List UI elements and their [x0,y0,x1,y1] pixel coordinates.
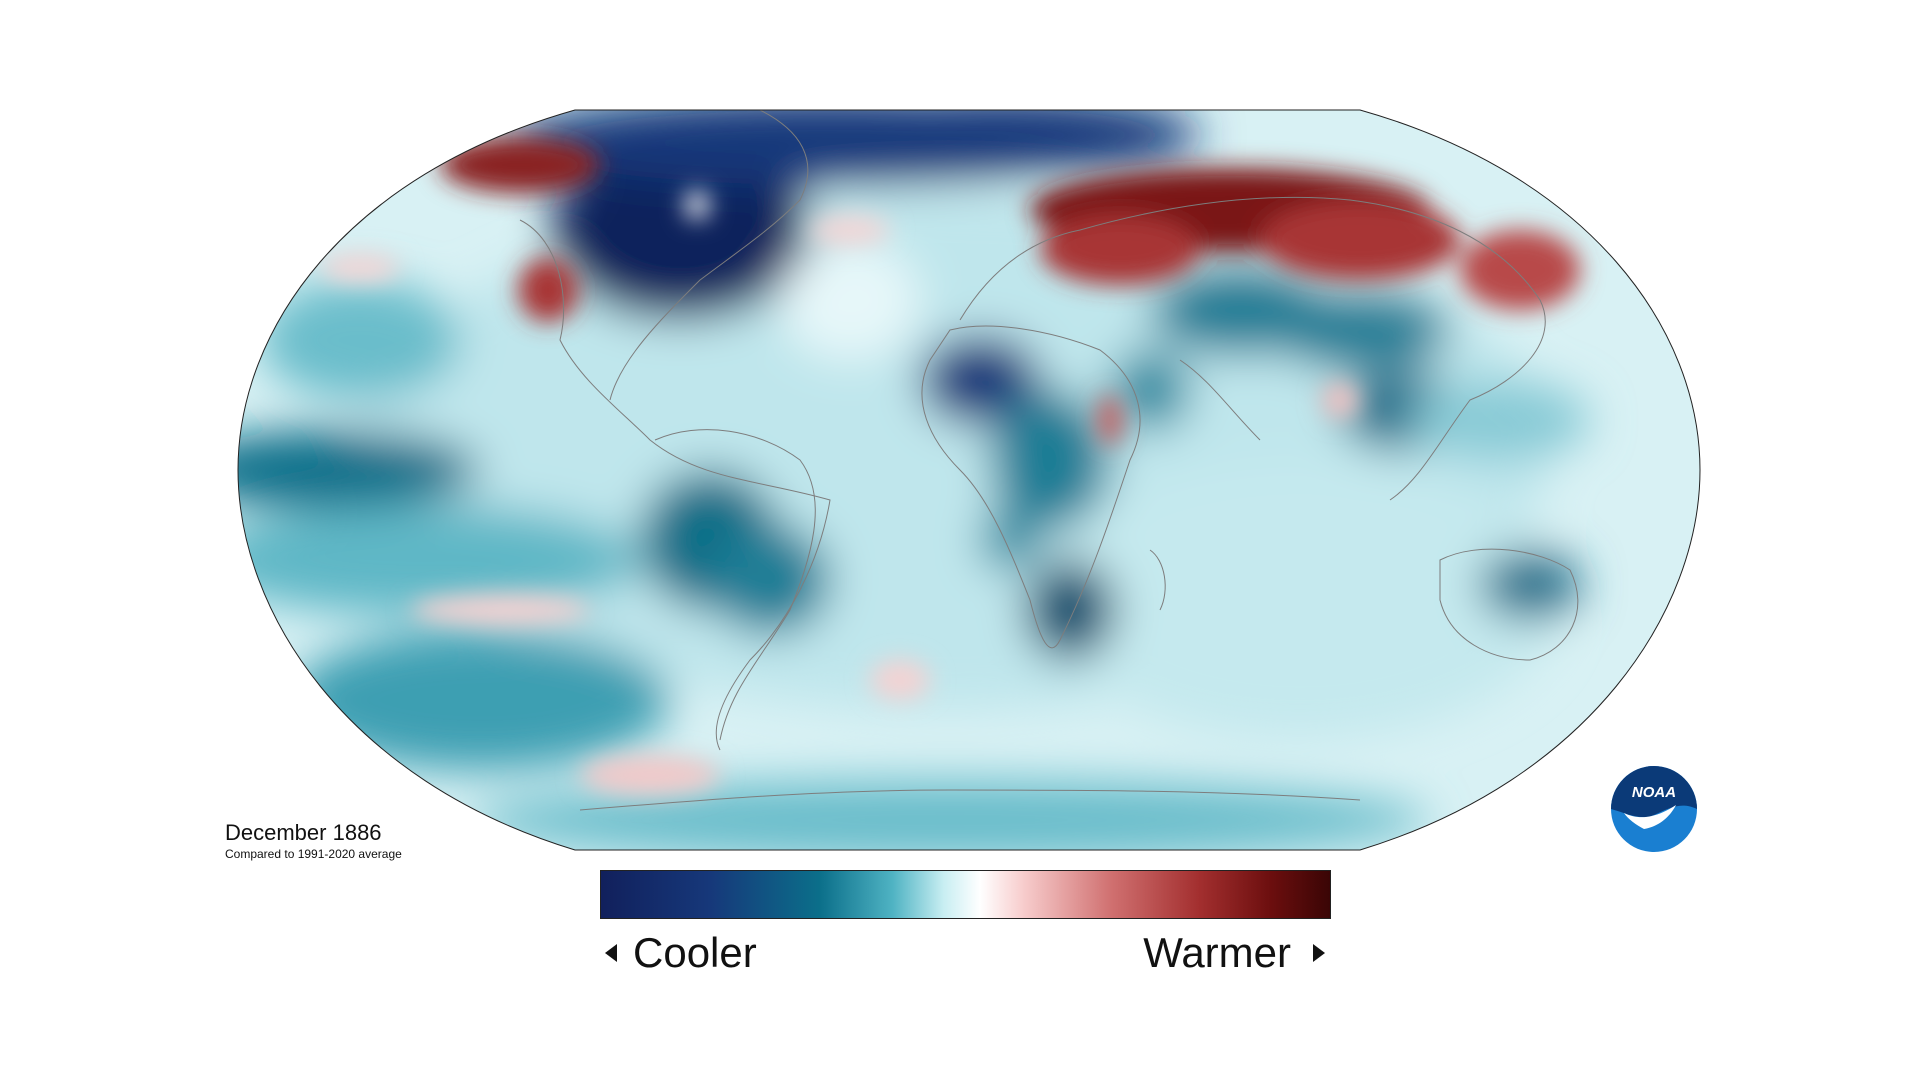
noaa-logo-icon: NOAA [1611,766,1697,852]
triangle-right-icon [1313,944,1325,962]
map-frame [237,109,1701,851]
triangle-left-icon [605,944,617,962]
map-title: December 1886 [225,820,382,845]
legend-warmer-label: Warmer [1143,929,1291,976]
colorbar [600,870,1331,919]
map-subtitle: Compared to 1991-2020 average [225,847,402,861]
legend-cooler-label: Cooler [633,929,757,976]
anomaly-field [238,110,1700,850]
noaa-logo-text: NOAA [1632,784,1676,801]
coastlines [519,110,1579,811]
